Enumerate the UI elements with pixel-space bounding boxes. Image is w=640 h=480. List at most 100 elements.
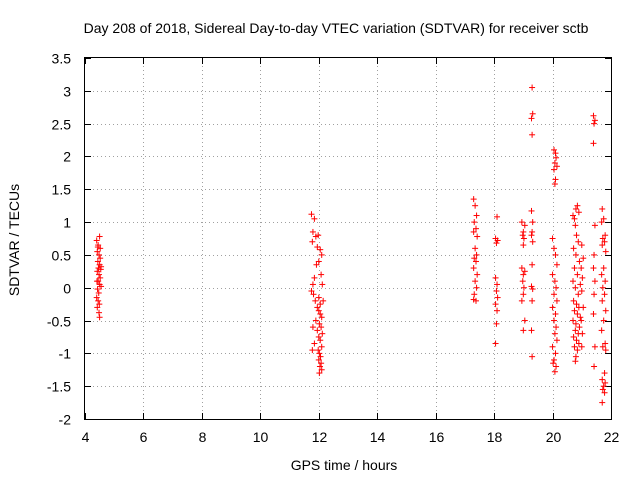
data-point bbox=[493, 288, 500, 295]
data-point bbox=[519, 278, 526, 285]
data-point bbox=[553, 163, 560, 170]
data-point bbox=[552, 251, 559, 258]
data-point bbox=[591, 291, 598, 298]
data-point bbox=[601, 291, 608, 298]
data-point bbox=[472, 245, 479, 252]
data-point bbox=[529, 353, 536, 360]
data-point bbox=[528, 232, 535, 239]
data-point bbox=[579, 274, 586, 281]
data-point bbox=[494, 307, 501, 314]
data-point bbox=[573, 337, 580, 344]
data-point bbox=[575, 291, 582, 298]
data-point bbox=[551, 356, 558, 363]
data-point bbox=[576, 324, 583, 331]
data-point bbox=[590, 112, 597, 119]
data-point bbox=[599, 386, 606, 393]
data-point bbox=[93, 278, 100, 285]
data-point bbox=[549, 343, 556, 350]
data-point bbox=[470, 265, 477, 272]
y-tick-label: -0.5 bbox=[47, 314, 71, 330]
data-point bbox=[94, 258, 101, 265]
data-point bbox=[471, 291, 478, 298]
data-point bbox=[551, 146, 558, 153]
data-point bbox=[590, 265, 597, 272]
data-point bbox=[519, 232, 526, 239]
data-point bbox=[573, 301, 580, 308]
data-point bbox=[472, 202, 479, 209]
data-point bbox=[316, 320, 323, 327]
data-point bbox=[529, 261, 536, 268]
data-point bbox=[93, 237, 100, 244]
data-point bbox=[470, 196, 477, 203]
data-point bbox=[528, 207, 535, 214]
data-point bbox=[471, 219, 478, 226]
data-point bbox=[493, 240, 500, 247]
data-point bbox=[473, 284, 480, 291]
data-point bbox=[316, 363, 323, 370]
data-point bbox=[602, 347, 609, 354]
data-point bbox=[602, 307, 609, 314]
data-point bbox=[599, 297, 606, 304]
data-point bbox=[312, 297, 319, 304]
data-point bbox=[314, 244, 321, 251]
data-point bbox=[570, 317, 577, 324]
data-point bbox=[591, 363, 598, 370]
data-point bbox=[575, 209, 582, 216]
data-point bbox=[96, 301, 103, 308]
data-point bbox=[580, 255, 587, 262]
data-point bbox=[576, 258, 583, 265]
data-point bbox=[601, 389, 608, 396]
data-point bbox=[553, 261, 560, 268]
data-point bbox=[553, 363, 560, 370]
y-tick-label: 1.5 bbox=[52, 182, 72, 198]
data-point bbox=[551, 166, 558, 173]
data-point bbox=[591, 120, 598, 127]
data-point bbox=[96, 233, 103, 240]
data-point bbox=[521, 222, 528, 229]
data-point bbox=[314, 304, 321, 311]
y-tick-label: 2.5 bbox=[52, 117, 72, 133]
x-tick-label: 10 bbox=[253, 429, 269, 445]
data-point bbox=[599, 343, 606, 350]
data-point bbox=[472, 278, 479, 285]
data-point bbox=[551, 245, 558, 252]
data-point bbox=[572, 358, 579, 365]
data-point bbox=[318, 314, 325, 321]
data-point bbox=[317, 353, 324, 360]
data-point bbox=[578, 343, 585, 350]
data-point bbox=[601, 238, 608, 245]
data-point bbox=[319, 281, 326, 288]
data-point bbox=[601, 370, 608, 377]
data-point bbox=[552, 176, 559, 183]
data-point bbox=[318, 366, 325, 373]
data-point bbox=[315, 356, 322, 363]
data-point bbox=[528, 115, 535, 122]
data-point bbox=[575, 340, 582, 347]
data-point bbox=[590, 140, 597, 147]
data-point bbox=[590, 310, 597, 317]
data-point bbox=[552, 150, 559, 157]
data-point bbox=[598, 327, 605, 334]
data-point bbox=[94, 268, 101, 275]
data-point bbox=[577, 281, 584, 288]
data-point bbox=[574, 202, 581, 209]
data-point bbox=[551, 368, 558, 375]
chart-title: Day 208 of 2018, Sidereal Day-to-day VTE… bbox=[84, 20, 589, 36]
data-point bbox=[572, 205, 579, 212]
data-point bbox=[94, 244, 101, 251]
data-point bbox=[574, 310, 581, 317]
data-point bbox=[520, 242, 527, 249]
x-tick-label: 20 bbox=[546, 429, 562, 445]
data-point bbox=[591, 343, 598, 350]
data-point bbox=[521, 317, 528, 324]
y-tick-label: 2 bbox=[63, 149, 71, 165]
data-point bbox=[320, 297, 327, 304]
data-point bbox=[96, 271, 103, 278]
data-point bbox=[494, 294, 501, 301]
data-point bbox=[95, 297, 102, 304]
y-tick-label: 0 bbox=[63, 281, 71, 297]
data-point bbox=[579, 330, 586, 337]
data-point bbox=[529, 297, 536, 304]
data-point bbox=[591, 222, 598, 229]
